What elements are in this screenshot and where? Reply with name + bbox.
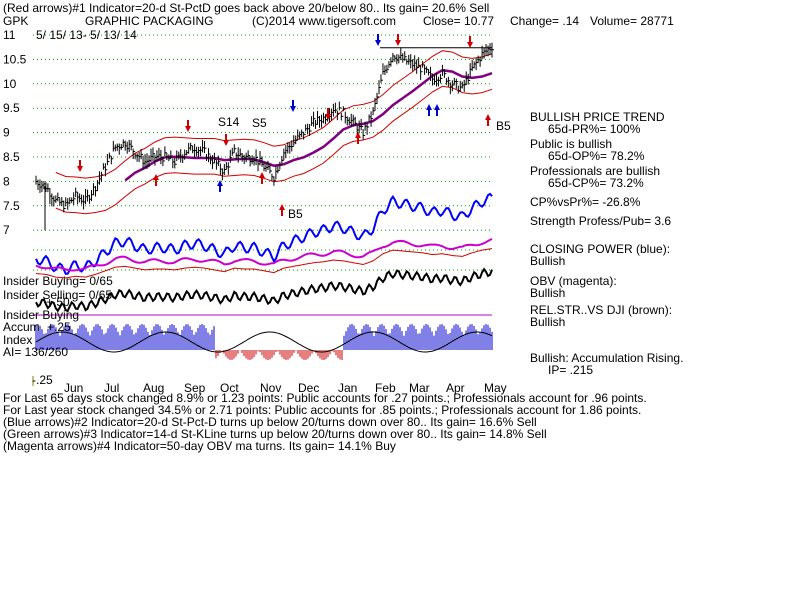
sell-arrow-blue bbox=[375, 34, 381, 46]
index-label: Index bbox=[3, 333, 33, 347]
volume: Volume= 28771 bbox=[590, 14, 674, 28]
plus-50: +.50 bbox=[46, 295, 70, 309]
sell-arrow-blue bbox=[290, 100, 296, 112]
y-tick-label: 8 bbox=[3, 174, 10, 188]
y-tick-label: 8.5 bbox=[3, 150, 20, 164]
closing-title: CLOSING POWER (blue): bbox=[530, 242, 671, 256]
x-tick-label: Feb bbox=[375, 381, 396, 395]
relstr-title: REL.STR..VS DJI (brown): bbox=[530, 303, 673, 317]
pro-value: 65d-CP%= 73.2% bbox=[548, 176, 644, 190]
sell-arrow-red bbox=[77, 160, 83, 172]
x-tick-label: Nov bbox=[260, 381, 281, 395]
buy-arrow-red bbox=[259, 172, 265, 184]
x-tick-label: Apr bbox=[446, 381, 465, 395]
accum-title: Bullish: Accumulation Rising. bbox=[530, 351, 684, 365]
month-axis: Jun Jul Aug Sep Oct Nov Dec Jan Feb Mar Apr May bbox=[64, 381, 507, 395]
annot-s14: S14 bbox=[218, 115, 240, 129]
y-tick-label: 11 bbox=[3, 28, 16, 42]
public-value: 65d-OP%= 78.2% bbox=[548, 149, 645, 163]
sell-arrow-red bbox=[185, 120, 191, 132]
x-tick-label: Dec bbox=[298, 381, 319, 395]
company-name: GRAPHIC PACKAGING bbox=[85, 14, 214, 28]
accum-label: Accum bbox=[3, 320, 40, 334]
trend-title: BULLISH PRICE TREND bbox=[530, 110, 665, 124]
x-tick-label: Jul bbox=[104, 381, 119, 395]
accum-ma-line bbox=[35, 331, 493, 353]
sell-arrow-red bbox=[325, 108, 331, 120]
accumulation-histogram bbox=[35, 324, 493, 360]
y-tick-label: 7 bbox=[3, 223, 10, 237]
y-tick-label: 10 bbox=[3, 77, 17, 91]
insider-buying: Insider Buying= 0/65 bbox=[3, 274, 113, 288]
footer-line3: (Blue arrows)#2 Indicator=20-d St-Pct-D … bbox=[3, 415, 537, 429]
insider-selling: Insider Selling= 0/65 bbox=[3, 288, 113, 302]
x-tick-label: Sep bbox=[184, 381, 206, 395]
buy-arrow-red bbox=[355, 132, 361, 144]
buy-arrow-red bbox=[485, 114, 491, 126]
annot-b5-right: B5 bbox=[496, 119, 511, 133]
price-axis: 11 10.5 10 9.5 9 8.5 8 7.5 7 bbox=[3, 28, 27, 237]
change: Change= .14 bbox=[510, 14, 580, 28]
price-bars bbox=[35, 42, 494, 231]
signal-arrows bbox=[77, 34, 491, 216]
pro-title: Professionals are bullish bbox=[530, 164, 661, 178]
y-tick-label: 7.5 bbox=[3, 199, 20, 213]
closing-value: Bullish bbox=[530, 254, 566, 268]
copyright: (C)2014 www.tigersoft.com bbox=[252, 14, 397, 28]
buy-arrow-blue bbox=[217, 180, 223, 192]
minus-25: -.25 bbox=[32, 373, 53, 387]
public-title: Public is bullish bbox=[530, 137, 613, 151]
relstr-value: Bullish bbox=[530, 315, 566, 329]
trend-value: 65d-PR%= 100% bbox=[548, 122, 641, 136]
x-tick-label: Oct bbox=[220, 381, 239, 395]
y-tick-label: 9.5 bbox=[3, 101, 20, 115]
ai-label: AI= 136/260 bbox=[3, 345, 69, 359]
footer-line4: (Green arrows)#3 Indicator=14-d St-KLine… bbox=[3, 427, 547, 441]
sell-arrow-red bbox=[395, 34, 401, 46]
annot-b5-left: B5 bbox=[288, 207, 303, 221]
moving-average bbox=[124, 68, 493, 182]
x-tick-label: Mar bbox=[409, 381, 430, 395]
buy-arrow-blue bbox=[426, 104, 432, 116]
buy-arrow-red bbox=[279, 204, 285, 216]
lower-band bbox=[55, 85, 493, 215]
relative-strength-line bbox=[35, 267, 493, 313]
ticker: GPK bbox=[3, 14, 29, 28]
x-tick-label: Aug bbox=[143, 381, 164, 395]
y-tick-label: 9 bbox=[3, 126, 10, 140]
y-tick-label: 10.5 bbox=[3, 52, 27, 66]
accum-value: IP= .215 bbox=[548, 363, 594, 377]
obv-title: OBV (magenta): bbox=[530, 274, 617, 288]
strength: Strength Profess/Pub= 3.6 bbox=[530, 214, 672, 228]
footer-line5: (Magenta arrows)#4 Indicator=50-day OBV … bbox=[3, 439, 396, 453]
date-range: 5/ 15/ 13- 5/ 13/ 14 bbox=[36, 28, 137, 42]
footer-line2: For Last year stock changed 34.5% or 2.7… bbox=[3, 403, 642, 417]
footer-line1: For Last 65 days stock changed 8.9% or 1… bbox=[3, 391, 647, 405]
closing-power-line bbox=[35, 192, 493, 275]
x-tick-label: May bbox=[484, 381, 507, 395]
plus-25: +.25 bbox=[47, 320, 71, 334]
close-price: Close= 10.77 bbox=[423, 14, 495, 28]
annot-s5: S5 bbox=[252, 116, 267, 130]
header-line1: (Red arrows)#1 Indicator=20-d St-PctD go… bbox=[3, 1, 490, 15]
buy-arrow-blue bbox=[434, 104, 440, 116]
x-tick-label: Jan bbox=[338, 381, 357, 395]
obv-value: Bullish bbox=[530, 286, 566, 300]
insider-buying-2: Insider Buying bbox=[3, 308, 80, 322]
sell-arrow-red bbox=[467, 36, 473, 48]
obv-ma-line bbox=[35, 248, 493, 279]
cp-vs-pr: CP%vsPr%= -26.8% bbox=[530, 195, 641, 209]
sell-arrow-red bbox=[223, 134, 229, 146]
indicator-lines bbox=[35, 192, 493, 313]
buy-arrow-red bbox=[153, 174, 159, 186]
upper-band bbox=[55, 50, 493, 179]
x-tick-label: Jun bbox=[64, 381, 83, 395]
obv-line bbox=[35, 238, 493, 272]
